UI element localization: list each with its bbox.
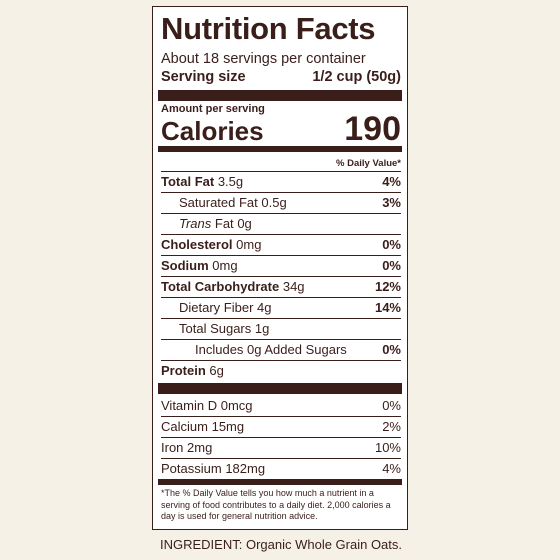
nutrient-row-saturated-fat: Saturated Fat 0.5g 3% (161, 193, 401, 214)
nutrient-dv: 0% (382, 342, 401, 357)
nutrient-row-dietary-fiber: Dietary Fiber 4g 14% (161, 298, 401, 319)
nutrient-dv: 14% (374, 300, 401, 315)
nutrient-dv: 12% (374, 279, 401, 294)
vitamin-dv: 0% (382, 398, 401, 413)
serving-size-value: 1/2 cup (50g) (312, 69, 401, 85)
nutrient-amount: 3.5g (217, 174, 244, 189)
nutrient-amount: 0g (237, 216, 252, 231)
nutrition-facts-panel: Nutrition Facts About 18 servings per co… (152, 6, 408, 530)
nutrient-amount: 1g (254, 321, 270, 336)
vitamin-amount: 2mg (187, 440, 213, 455)
nutrient-row-total-sugars: Total Sugars 1g (161, 319, 401, 340)
calories-row: Calories 190 (161, 110, 401, 148)
calories-label: Calories (161, 116, 264, 146)
nutrient-row-protein: Protein 6g (161, 361, 401, 381)
vitamin-dv: 10% (374, 440, 401, 455)
vitamin-amount: 0mcg (220, 398, 253, 413)
nutrient-row-cholesterol: Cholesterol 0mg 0% (161, 235, 401, 256)
nutrient-amount: 34g (282, 279, 305, 294)
vitamin-dv: 4% (382, 461, 401, 476)
divider-medium (158, 146, 402, 152)
vitamin-amount: 15mg (211, 419, 245, 434)
nutrient-name: Total Sugars (179, 321, 252, 336)
nutrient-name: Sodium (161, 258, 209, 273)
vitamin-amount: 182mg (225, 461, 266, 476)
nutrient-row-total-fat: Total Fat 3.5g 4% (161, 172, 401, 193)
ingredients-statement: INGREDIENT: Organic Whole Grain Oats. (160, 537, 403, 552)
nutrient-name: Includes 0g Added Sugars (195, 342, 347, 357)
vitamin-row-vitamin-d: Vitamin D 0mcg 0% (161, 396, 401, 417)
divider-thick (158, 90, 402, 101)
nutrient-amount: 4g (257, 300, 272, 315)
nutrient-row-total-carbohydrate: Total Carbohydrate 34g 12% (161, 277, 401, 298)
vitamin-name: Potassium (161, 461, 222, 476)
vitamin-row-iron: Iron 2mg 10% (161, 438, 401, 459)
nutrient-name: Cholesterol (161, 237, 233, 252)
panel-title: Nutrition Facts (161, 11, 376, 46)
nutrient-row-added-sugars: Includes 0g Added Sugars 0% (161, 340, 401, 361)
amount-per-serving: Amount per serving (161, 103, 265, 115)
nutrient-dv: 0% (382, 237, 401, 252)
calories-value: 190 (344, 110, 401, 148)
nutrient-name: Dietary Fiber (179, 300, 254, 315)
daily-value-header: % Daily Value* (161, 156, 401, 172)
servings-per-container: About 18 servings per container (161, 51, 366, 67)
divider-medium (158, 479, 402, 485)
nutrient-amount: 0.5g (261, 195, 287, 210)
nutrient-dv: 0% (382, 258, 401, 273)
vitamin-name: Calcium (161, 419, 208, 434)
nutrient-row-trans-fat: Trans Fat 0g (161, 214, 401, 235)
nutrient-name: Total Carbohydrate (161, 279, 280, 294)
vitamin-name: Iron (161, 440, 184, 455)
vitamin-name: Vitamin D (161, 398, 218, 413)
nutrient-row-sodium: Sodium 0mg 0% (161, 256, 401, 277)
nutrient-name: Total Fat (161, 174, 215, 189)
nutrient-dv: 4% (382, 174, 401, 189)
serving-size: Serving size 1/2 cup (50g) (161, 68, 401, 86)
nutrient-amount: 0mg (212, 258, 238, 273)
nutrient-dv: 3% (382, 195, 401, 210)
serving-size-label: Serving size (161, 69, 246, 85)
daily-value-footnote: *The % Daily Value tells you how much a … (161, 488, 391, 521)
vitamin-row-potassium: Potassium 182mg 4% (161, 459, 401, 479)
vitamin-dv: 2% (382, 419, 401, 434)
nutrient-name: Trans (179, 216, 212, 231)
nutrient-amount: 6g (209, 363, 224, 378)
nutrient-name: Saturated Fat (179, 195, 258, 210)
nutrient-amount: 0mg (236, 237, 262, 252)
nutrient-name: Protein (161, 363, 206, 378)
nutrient-name-suffix: Fat (214, 216, 234, 231)
vitamin-row-calcium: Calcium 15mg 2% (161, 417, 401, 438)
divider-thick (158, 383, 402, 394)
